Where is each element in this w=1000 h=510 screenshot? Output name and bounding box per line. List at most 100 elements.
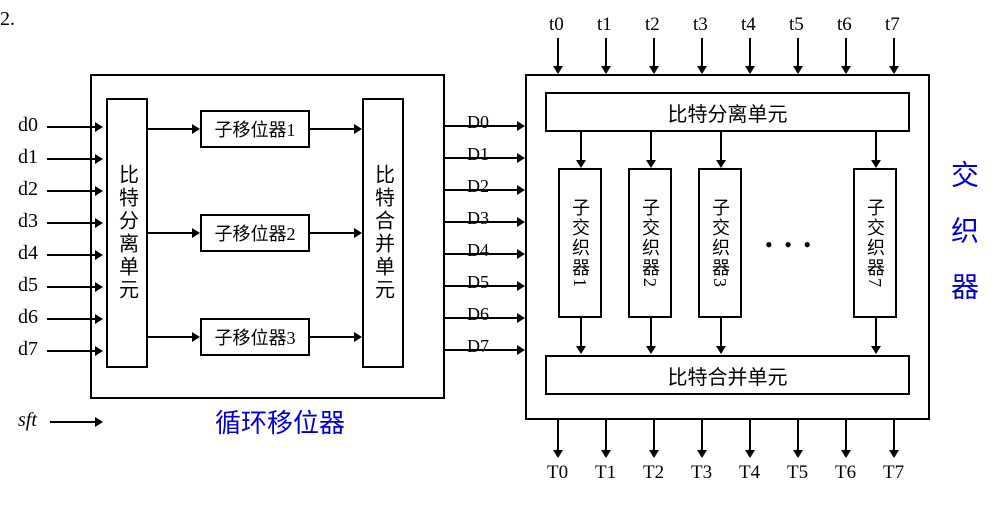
input-t4: t4 (741, 14, 756, 36)
arrow-bs-si1 (580, 132, 582, 160)
output-D3: D3 (467, 208, 489, 229)
interleaver-bit-merge: 比特合并单元 (545, 355, 910, 395)
arrow-sft (50, 421, 95, 423)
sub-interleaver-3-label: 子交织器3 (707, 198, 733, 289)
input-t7: t7 (885, 14, 900, 36)
arrow-t2 (653, 38, 655, 66)
arrow-T3 (701, 420, 703, 450)
arrow-d0 (47, 126, 95, 128)
sub-shifter-2-label: 子移位器2 (215, 220, 296, 246)
input-sft: sft (18, 409, 37, 432)
sub-interleaver-3: 子交织器3 (698, 168, 742, 318)
output-D2: D2 (467, 176, 489, 197)
arrow-d7 (47, 350, 95, 352)
interleaver-dots: • • • (765, 232, 814, 258)
arrow-t1 (605, 38, 607, 66)
output-T5: T5 (787, 462, 808, 484)
arrow-D5 (445, 285, 517, 287)
output-D4: D4 (467, 240, 489, 261)
input-d3: d3 (18, 210, 38, 233)
interleaver-bit-separate: 比特分离单元 (545, 92, 910, 132)
input-t3: t3 (693, 14, 708, 36)
sub-interleaver-1: 子交织器1 (558, 168, 602, 318)
arrow-t4 (749, 38, 751, 66)
arrow-T4 (749, 420, 751, 450)
shifter-bit-separate-label: 比特分离单元 (113, 164, 142, 302)
output-D5: D5 (467, 272, 489, 293)
arrow-s2-merge (310, 232, 354, 234)
arrow-t7 (893, 38, 895, 66)
input-d7: d7 (18, 338, 38, 361)
sub-interleaver-7: 子交织器7 (853, 168, 897, 318)
sub-shifter-2: 子移位器2 (200, 214, 310, 252)
arrow-T5 (797, 420, 799, 450)
arrow-sep-s1 (148, 128, 192, 130)
arrow-d4 (47, 254, 95, 256)
input-d5: d5 (18, 274, 38, 297)
arrow-s3-merge (310, 336, 354, 338)
input-d2: d2 (18, 178, 38, 201)
output-D6: D6 (467, 304, 489, 325)
arrow-s1-merge (310, 128, 354, 130)
arrow-si1-bm (580, 318, 582, 346)
output-D0: D0 (467, 112, 489, 133)
output-T2: T2 (643, 462, 664, 484)
arrow-D6 (445, 317, 517, 319)
output-T4: T4 (739, 462, 760, 484)
sub-interleaver-7-label: 子交织器7 (862, 198, 888, 289)
arrow-t6 (845, 38, 847, 66)
arrow-si2-bm (650, 318, 652, 346)
figure-number: 2. (0, 8, 15, 31)
sub-shifter-1-label: 子移位器1 (215, 116, 296, 142)
arrow-bs-si7 (875, 132, 877, 160)
arrow-sep-s2 (148, 232, 192, 234)
arrow-t5 (797, 38, 799, 66)
input-d0: d0 (18, 114, 38, 137)
input-d6: d6 (18, 306, 38, 329)
sub-interleaver-1-label: 子交织器1 (567, 198, 593, 289)
interleaver-bit-merge-label: 比特合并单元 (668, 361, 788, 390)
arrow-T6 (845, 420, 847, 450)
input-t6: t6 (837, 14, 852, 36)
arrow-bs-si3 (720, 132, 722, 160)
sub-shifter-3-label: 子移位器3 (215, 324, 296, 350)
arrow-sep-s3 (148, 336, 192, 338)
arrow-D7 (445, 349, 517, 351)
output-D1: D1 (467, 144, 489, 165)
arrow-D4 (445, 253, 517, 255)
output-T6: T6 (835, 462, 856, 484)
arrow-D2 (445, 189, 517, 191)
output-T7: T7 (883, 462, 904, 484)
arrow-si3-bm (720, 318, 722, 346)
arrow-D3 (445, 221, 517, 223)
interleaver-title: 交织器 (942, 160, 982, 328)
arrow-d5 (47, 286, 95, 288)
output-D7: D7 (467, 336, 489, 357)
shifter-bit-separate: 比特分离单元 (106, 98, 148, 368)
arrow-T2 (653, 420, 655, 450)
output-T0: T0 (547, 462, 568, 484)
arrow-T0 (557, 420, 559, 450)
arrow-T1 (605, 420, 607, 450)
input-t5: t5 (789, 14, 804, 36)
sub-shifter-1: 子移位器1 (200, 110, 310, 148)
input-t1: t1 (597, 14, 612, 36)
sub-shifter-3: 子移位器3 (200, 318, 310, 356)
input-d4: d4 (18, 242, 38, 265)
output-T3: T3 (691, 462, 712, 484)
arrow-T7 (893, 420, 895, 450)
arrow-bs-si2 (650, 132, 652, 160)
arrow-d1 (47, 158, 95, 160)
arrow-D0 (445, 125, 517, 127)
arrow-d2 (47, 190, 95, 192)
arrow-d3 (47, 222, 95, 224)
input-d1: d1 (18, 146, 38, 169)
interleaver-bit-separate-label: 比特分离单元 (668, 98, 788, 127)
sub-interleaver-2: 子交织器2 (628, 168, 672, 318)
shifter-title: 循环移位器 (215, 403, 345, 440)
input-t2: t2 (645, 14, 660, 36)
arrow-t0 (557, 38, 559, 66)
arrow-si7-bm (875, 318, 877, 346)
arrow-d6 (47, 318, 95, 320)
shifter-bit-merge: 比特合并单元 (362, 98, 404, 368)
